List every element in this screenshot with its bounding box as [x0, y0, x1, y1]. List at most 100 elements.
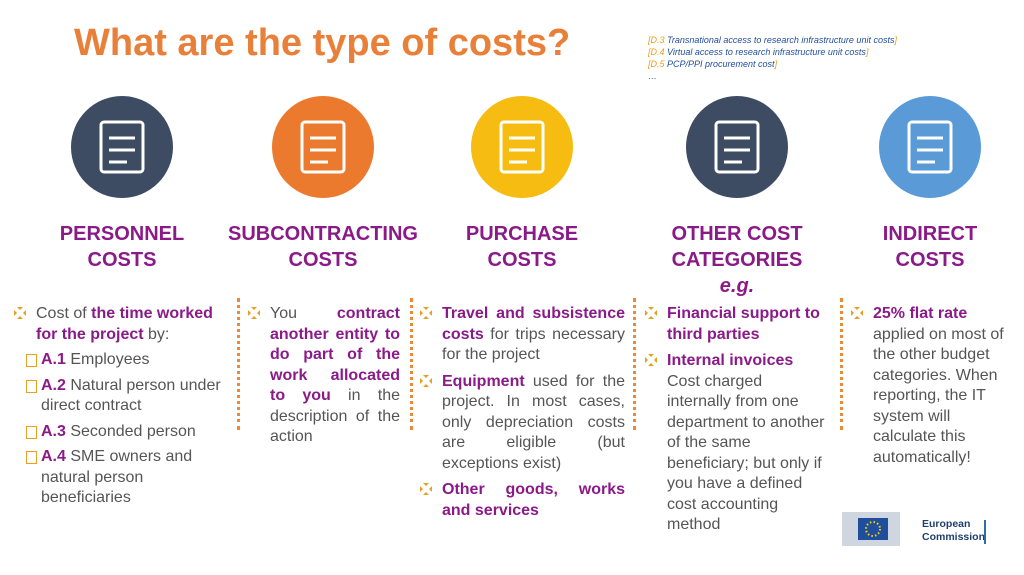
note-line: …	[648, 70, 898, 82]
heading-line: SUBCONTRACTING	[228, 223, 418, 245]
bullet-diamond	[251, 307, 257, 310]
bullet-diamond	[420, 377, 423, 384]
icon-circle	[71, 96, 173, 198]
bold-text: A.4	[41, 448, 66, 465]
bullet-icon	[645, 307, 657, 319]
bullet: Internal invoices Cost charged internall…	[643, 351, 830, 536]
bullet-diamond	[17, 316, 23, 319]
column-heading: PURCHASE COSTS	[412, 221, 632, 273]
bullet-icon	[14, 307, 26, 319]
logo: European Commission	[842, 512, 986, 546]
bullet-diamond	[423, 383, 429, 387]
bullet-diamond	[423, 307, 429, 310]
note-line: [D.3 Transnational access to research in…	[648, 34, 898, 46]
checkbox	[26, 354, 37, 367]
heading-line: COSTS	[895, 249, 965, 271]
bullet-diamond	[854, 307, 860, 310]
bold-text: 25% flat rate	[873, 305, 968, 322]
heading-line: PERSONNEL	[59, 223, 185, 245]
bullet-diamond	[17, 307, 23, 310]
notes: [D.3 Transnational access to research in…	[648, 34, 898, 82]
note-line: [D.5 PCP/PPI procurement cost]	[648, 58, 898, 70]
note-text: [D.4	[648, 47, 665, 57]
separator	[237, 298, 240, 430]
separator	[410, 298, 413, 430]
note-text: ]	[894, 35, 897, 45]
heading-line: OTHER COST	[671, 223, 803, 245]
text: Cost charged internally from one departm…	[667, 372, 825, 534]
bullet-diamond	[648, 363, 654, 366]
text: used for the project. In most cases, onl…	[442, 372, 625, 472]
bullet-diamond	[251, 316, 257, 319]
bullet-icon	[420, 307, 432, 319]
heading-line: COSTS	[288, 249, 358, 271]
sub-item: A.4 SME owners and natural person benefi…	[12, 447, 225, 509]
icon	[686, 96, 788, 198]
text: by:	[143, 325, 170, 343]
checkbox	[26, 425, 37, 439]
separator	[633, 298, 636, 430]
bullet: You contract another entity to do part o…	[246, 304, 400, 448]
bullet-diamond	[429, 377, 432, 384]
text: in the description of the action	[270, 387, 400, 445]
icon-circle	[879, 96, 981, 198]
bullet: Financial support to third parties	[643, 304, 830, 345]
note-text: [D.5	[648, 59, 665, 69]
column-body: Cost of the time worked for the project …	[12, 304, 225, 515]
bold-text: Internal invoices	[667, 352, 794, 369]
note-text: [D.3	[648, 35, 665, 45]
column-heading: INDIRECT COSTS	[820, 221, 1024, 273]
checkbox	[26, 451, 37, 464]
bullet-diamond	[854, 316, 860, 319]
column-heading: OTHER COST CATEGORIES e.g.	[627, 221, 847, 299]
text: Cost of	[36, 305, 92, 322]
text: Employees	[65, 351, 150, 368]
bullet-diamond	[645, 310, 648, 316]
bullet-diamond	[423, 316, 429, 319]
bold-text: A.2	[41, 376, 66, 394]
icon-glyph	[300, 120, 346, 174]
bullet-diamond	[648, 354, 654, 357]
heading-line: INDIRECT	[882, 223, 978, 245]
icon	[471, 96, 573, 198]
bullet-diamond	[648, 307, 654, 310]
bullet: Travel and subsistence costs for trips n…	[418, 304, 625, 366]
bullet-icon	[645, 354, 657, 366]
heading-line: PURCHASE	[465, 223, 579, 245]
icon-glyph	[499, 120, 545, 174]
text: applied on most of the other budget cate…	[873, 325, 1004, 466]
note-line: [D.4 Virtual access to research infrastr…	[648, 46, 898, 58]
bullet-icon	[851, 307, 863, 319]
bullet-diamond	[423, 374, 429, 378]
icon	[272, 96, 374, 198]
bullet-diamond	[248, 310, 251, 316]
logo-text: European	[922, 518, 970, 530]
bullet-diamond	[423, 492, 429, 495]
bold-text: Travel and subsistence costs	[442, 305, 625, 343]
bullet-diamond	[851, 310, 854, 316]
bullet: Equipment used for the project. In most …	[418, 372, 625, 475]
subheading: e.g.	[719, 275, 755, 297]
text: Natural person under direct contract	[41, 376, 221, 415]
icon-circle	[272, 96, 374, 198]
slide-title: What are the type of costs?	[74, 22, 571, 64]
bullet-diamond	[420, 310, 423, 316]
bold-text: Equipment	[442, 372, 525, 390]
column-heading: PERSONNEL COSTS	[12, 221, 232, 273]
bullet-diamond	[860, 310, 863, 316]
bullet-diamond	[654, 310, 657, 316]
heading-line: COSTS	[87, 249, 157, 271]
icon-glyph	[714, 120, 760, 174]
logo-text: Commission	[922, 531, 985, 543]
bold-text: A.3	[41, 422, 66, 440]
bullet: Cost of the time worked for the project …	[12, 304, 225, 509]
bullet-diamond	[429, 310, 432, 316]
column-body: Travel and subsistence costs for trips n…	[418, 304, 625, 527]
note-text: …	[648, 71, 657, 81]
bullet-icon	[420, 483, 432, 495]
column-body: Financial support to third parties Intern…	[643, 304, 830, 542]
icon-glyph	[99, 120, 145, 174]
bold-text: the time worked for the project	[36, 305, 213, 343]
bullet-diamond	[420, 486, 423, 492]
